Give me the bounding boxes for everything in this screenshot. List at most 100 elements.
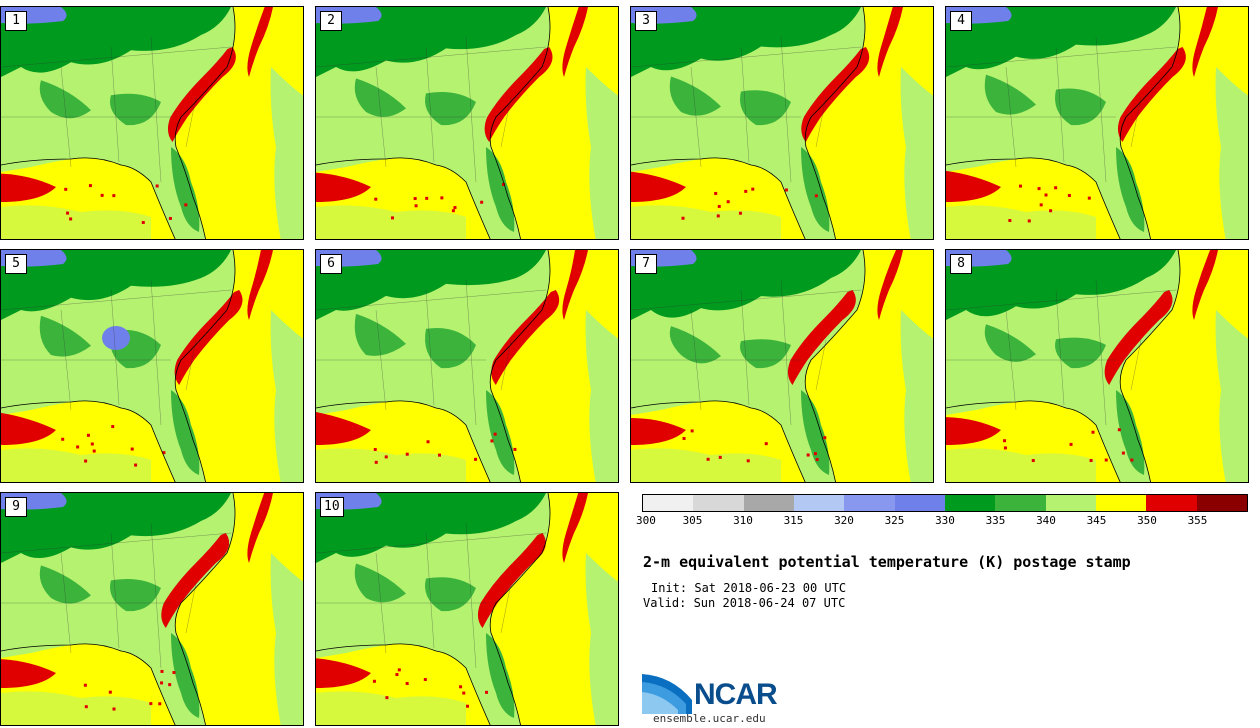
postage-stamp-map: 7 [630,249,934,483]
hot-speck [149,702,153,706]
warm-field [425,577,476,612]
map-field [946,250,1248,482]
hot-speck [90,442,94,446]
hot-band-field [161,533,230,628]
hot-speck [390,216,394,220]
hot-speck [462,691,466,695]
hot-speck [69,217,73,221]
hot-speck [426,440,430,444]
coastline [174,250,236,482]
state-borders [1,522,232,669]
warm-field [316,250,546,320]
coastline [1,157,176,239]
hot-speck [1003,439,1007,443]
warm-field [110,93,161,126]
coastline [946,157,1121,239]
warm-field [984,324,1036,362]
state-borders [316,36,547,183]
hot-speck [414,204,418,208]
hot-speck [764,442,768,446]
hot-speck [815,458,819,462]
colorbar-segment [894,495,945,511]
coastline [631,157,806,239]
map-field [316,7,618,239]
hot-speck [1039,203,1043,207]
hot-speck [172,671,176,675]
coastline [489,493,551,725]
ocean-warm-field [585,553,618,725]
hot-speck [413,197,417,201]
colorbar-tick-label: 325 [884,514,905,527]
coastline [174,7,236,239]
postage-stamp-map: 2 [315,6,619,240]
figure-title: 2-m equivalent potential temperature (K)… [643,553,1131,571]
coastal-field [316,205,466,239]
ocean-warm-field [1215,310,1248,482]
hot-speck [88,184,92,188]
hot-speck [493,432,497,436]
hot-speck [83,683,87,687]
ocean-warm-field [900,67,933,239]
ocean-warm-field [585,67,618,239]
colorbar-tick-label: 330 [935,514,955,527]
hot-band-field [1104,290,1173,385]
colorbar-segment [995,495,1046,511]
state-borders [1,36,232,183]
state-borders [946,36,1177,183]
hot-speck [86,433,90,437]
warm-field [1,7,231,77]
map-field [631,250,933,482]
hot-speck [784,188,788,192]
ocean-warm-field [270,67,303,239]
colorbar-segment [743,495,794,511]
hot-speck [474,457,478,461]
ncar-logo-icon [642,674,692,714]
hot-speck [1037,187,1041,191]
hot-patch-field [631,171,686,202]
colorbar-segment [643,495,694,511]
hot-speck [385,696,389,700]
panel-number-label: 1 [5,11,27,31]
hot-speck [451,209,455,213]
hot-speck [718,455,722,459]
hot-speck [158,702,162,706]
ncar-logo-text: NCAR [694,678,778,711]
hot-speck [84,459,88,463]
coastline [316,400,491,482]
warm-field [171,147,200,232]
warm-field [801,390,830,475]
warm-field [740,90,791,126]
colorbar-segment [793,495,845,511]
hot-speck [1054,186,1058,190]
hot-speck [1087,196,1091,200]
postage-stamp-map: 6 [315,249,619,483]
hot-speck [717,204,721,208]
warm-field [171,390,200,475]
hot-speck [395,673,399,677]
hot-speck [405,681,409,685]
coastal-field [946,448,1096,482]
coastline [1119,250,1181,482]
hot-speck [1049,209,1053,213]
warm-field [946,7,1176,77]
hot-speck [681,216,685,220]
colorbar-segment [1196,495,1247,511]
hot-speck [1069,442,1073,446]
hot-speck [1044,193,1048,197]
hot-speck [706,457,710,461]
warm-field [984,74,1036,115]
colorbar-segment [1095,495,1147,511]
hot-speck [130,447,134,451]
hot-speck [682,436,686,440]
hot-speck [440,196,444,200]
warm-field [354,313,406,356]
hot-band-field [801,47,870,142]
warm-field [486,147,515,232]
coastal-field [316,448,466,482]
colorbar-ticks: 300 305 310 315 320 325 330 335 340 345 350 355 [636,514,1248,530]
colorbar-tick-label: 300 [636,514,656,527]
warm-field [1055,88,1106,126]
colorbar-tick-label: 320 [834,514,854,527]
hot-speck [372,679,376,683]
hot-patch-field [1,173,56,202]
